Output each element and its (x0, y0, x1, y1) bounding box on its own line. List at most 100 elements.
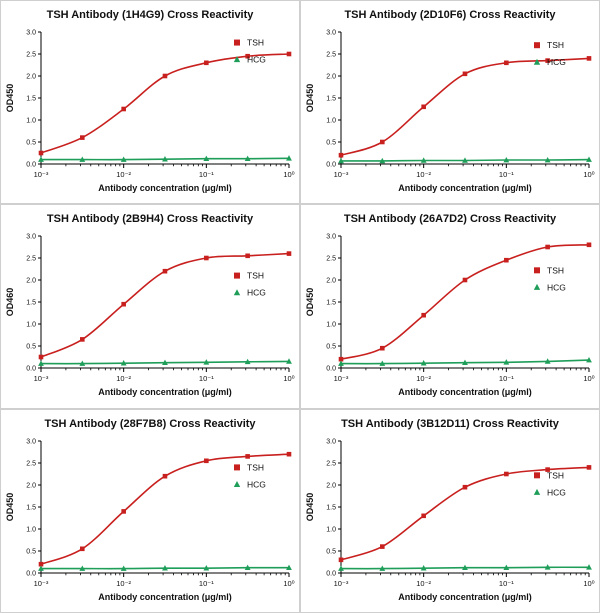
tsh-markers (338, 242, 592, 362)
hcg-markers (338, 156, 592, 164)
chart-title: TSH Antibody (2B9H4) Cross Reactivity (46, 213, 254, 226)
y-tick-label: 3.0 (26, 234, 36, 241)
legend: TSH HCG (533, 470, 566, 497)
legend: TSH HCG (233, 38, 266, 65)
chart-panel-2b9h4: TSH Antibody (2B9H4) Cross Reactivity 0.… (0, 204, 300, 409)
legend-tsh-marker (534, 42, 540, 49)
x-tick-label: 10⁻² (416, 170, 431, 179)
legend-hcg-marker (533, 488, 541, 495)
y-tick-label: 0.0 (26, 570, 36, 577)
y-tick-label: 3.0 (326, 234, 336, 241)
hcg-markers (38, 564, 292, 571)
x-tick-label: 10⁻² (116, 170, 131, 179)
legend-label: HCG (247, 55, 266, 65)
chart-panel-2d10f6: TSH Antibody (2D10F6) Cross Reactivity 0… (300, 0, 600, 205)
legend-label: HCG (247, 288, 266, 298)
axes: 0.0 0.5 1.0 1.5 2.0 2.5 3.0 10⁻³ 10⁻² 10⁻¹ 10⁰ (326, 234, 594, 384)
legend-hcg-marker (533, 284, 541, 291)
y-tick-label: 0.0 (26, 162, 36, 169)
y-tick-label: 0.5 (26, 548, 36, 555)
hcg-markers (38, 155, 292, 162)
x-axis-label: Antibody concentration (μg/ml) (398, 387, 532, 397)
y-tick-label: 2.0 (326, 482, 336, 489)
legend-label: TSH (247, 271, 264, 281)
legend-hcg-marker (233, 56, 241, 63)
y-tick-label: 0.0 (26, 366, 36, 373)
y-tick-label: 0.5 (26, 344, 36, 351)
chart-title: TSH Antibody (28F7B8) Cross Reactivity (44, 417, 256, 430)
legend: TSH HCG (533, 40, 566, 67)
y-axis-label: OD450 (305, 492, 315, 521)
x-tick-label: 10⁻² (416, 374, 431, 383)
tsh-curve (340, 466, 590, 561)
legend-label: TSH (547, 266, 564, 276)
chart-panel-3b12d11: TSH Antibody (3B12D11) Cross Reactivity … (300, 408, 600, 613)
x-tick-label: 10⁰ (283, 374, 294, 383)
chart-1h4g9: 0.0 0.5 1.0 1.5 2.0 2.5 3.0 10⁻³ 10⁻² 10⁻¹ 10⁰ Anti… (5, 30, 295, 194)
y-tick-label: 2.0 (326, 74, 336, 81)
legend-label: TSH (547, 40, 564, 50)
x-tick-label: 10⁻³ (34, 170, 49, 179)
axes: 0.0 0.5 1.0 1.5 2.0 2.5 3.0 10⁻³ 10⁻² 10⁻¹ 10⁰ (326, 438, 594, 588)
y-tick-label: 1.0 (26, 118, 36, 125)
tsh-curve (340, 244, 590, 361)
x-tick-label: 10⁻¹ (199, 374, 214, 383)
x-tick-label: 10⁻¹ (199, 170, 214, 179)
chart-title: TSH Antibody (1H4G9) Cross Reactivity (46, 9, 254, 21)
x-axis-label: Antibody concentration (μg/ml) (98, 592, 232, 602)
y-tick-label: 3.0 (326, 438, 336, 445)
chart-title: TSH Antibody (2D10F6) Cross Reactivity (344, 9, 556, 21)
y-tick-label: 1.5 (26, 300, 36, 307)
y-tick-label: 0.0 (326, 570, 336, 577)
chart-26a7d2: 0.0 0.5 1.0 1.5 2.0 2.5 3.0 10⁻³ 10⁻² 10⁻¹ 10⁰ Anti… (305, 234, 595, 398)
chart-panel-26a7d2: TSH Antibody (26A7D2) Cross Reactivity 0… (300, 204, 600, 409)
x-tick-label: 10⁰ (583, 579, 594, 588)
chart-panel-28f7b8: TSH Antibody (28F7B8) Cross Reactivity 0… (0, 408, 300, 613)
y-axis-label: OD450 (305, 84, 315, 113)
axes: 0.0 0.5 1.0 1.5 2.0 2.5 3.0 10⁻³ 10⁻² 10⁻¹ 10⁰ (26, 30, 294, 180)
x-tick-label: 10⁰ (583, 170, 594, 179)
y-tick-label: 1.0 (26, 526, 36, 533)
y-tick-label: 2.5 (326, 256, 336, 263)
hcg-markers (38, 358, 292, 367)
x-tick-label: 10⁻¹ (499, 170, 514, 179)
tsh-curve (40, 53, 290, 154)
y-tick-label: 0.5 (26, 140, 36, 147)
legend: TSH HCG (233, 271, 266, 298)
y-tick-label: 2.5 (26, 460, 36, 467)
chart-panel-1h4g9: TSH Antibody (1H4G9) Cross Reactivity 0.… (0, 0, 300, 205)
legend-tsh-marker (534, 471, 540, 478)
y-tick-label: 3.0 (26, 438, 36, 445)
chart-2d10f6: 0.0 0.5 1.0 1.5 2.0 2.5 3.0 10⁻³ 10⁻² 10⁻¹ 10⁰ Anti… (305, 30, 595, 194)
y-tick-label: 1.5 (326, 300, 336, 307)
hcg-markers (338, 357, 592, 367)
chart-28f7b8: 0.0 0.5 1.0 1.5 2.0 2.5 3.0 10⁻³ 10⁻² 10⁻¹ 10⁰ Anti… (5, 438, 295, 602)
axes: 0.0 0.5 1.0 1.5 2.0 2.5 3.0 10⁻³ 10⁻² 10⁻¹ 10⁰ (326, 30, 594, 180)
chart-3b12d11: 0.0 0.5 1.0 1.5 2.0 2.5 3.0 10⁻³ 10⁻² 10⁻¹ 10⁰ Anti… (305, 438, 595, 602)
y-tick-label: 2.5 (326, 460, 336, 467)
x-tick-label: 10⁻² (116, 374, 131, 383)
x-axis-label: Antibody concentration (μg/ml) (398, 183, 532, 193)
tsh-markers (38, 251, 292, 360)
x-tick-label: 10⁻¹ (199, 579, 214, 588)
y-tick-label: 2.5 (26, 52, 36, 59)
chart-title: TSH Antibody (26A7D2) Cross Reactivity (343, 213, 557, 226)
legend-hcg-marker (233, 480, 241, 487)
legend: TSH HCG (533, 266, 566, 293)
x-axis-label: Antibody concentration (μg/ml) (98, 183, 232, 193)
legend-tsh-marker (234, 464, 240, 471)
y-tick-label: 2.0 (26, 74, 36, 81)
x-tick-label: 10⁰ (583, 374, 594, 383)
legend-label: TSH (547, 470, 564, 480)
x-tick-label: 10⁻³ (34, 579, 49, 588)
legend-label: HCG (547, 57, 566, 67)
y-tick-label: 2.5 (26, 256, 36, 263)
legend: TSH HCG (233, 462, 266, 489)
legend-label: HCG (547, 487, 566, 497)
x-tick-label: 10⁻¹ (499, 374, 514, 383)
legend-tsh-marker (534, 267, 540, 274)
y-tick-label: 0.5 (326, 140, 336, 147)
legend-tsh-marker (234, 39, 240, 46)
hcg-markers (338, 563, 592, 571)
